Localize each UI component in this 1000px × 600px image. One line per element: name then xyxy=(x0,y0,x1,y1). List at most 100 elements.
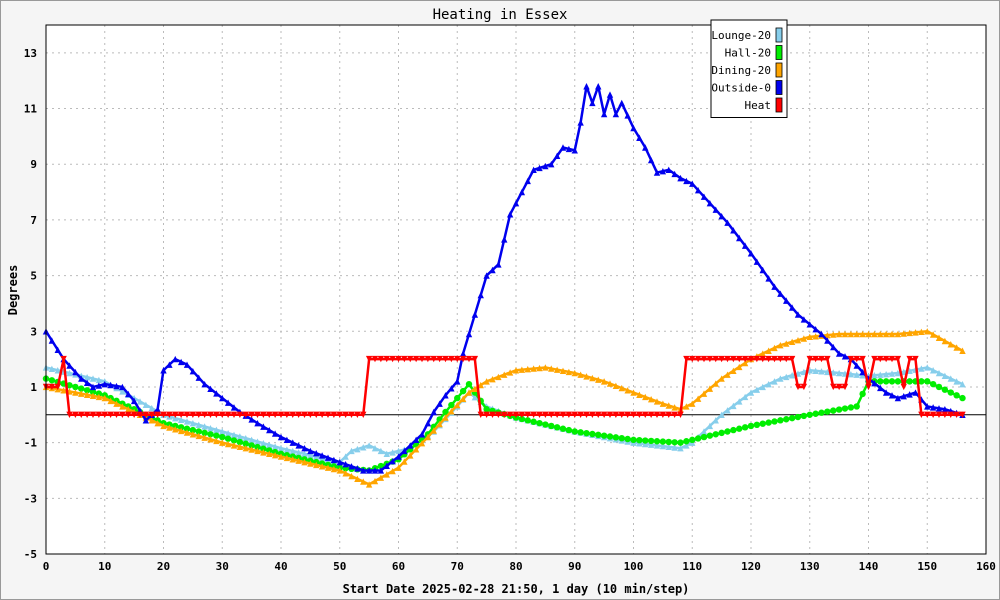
data-point xyxy=(959,394,966,402)
data-point xyxy=(113,400,120,407)
data-point xyxy=(154,419,161,427)
data-point xyxy=(195,421,202,429)
data-point xyxy=(882,378,890,385)
data-point xyxy=(501,371,508,378)
data-point xyxy=(483,378,490,385)
data-point xyxy=(342,470,349,477)
data-point xyxy=(313,450,320,457)
data-point xyxy=(271,411,279,418)
data-point xyxy=(612,411,620,418)
data-point xyxy=(530,418,537,425)
data-point xyxy=(724,407,731,414)
data-point xyxy=(847,330,855,338)
data-point xyxy=(859,368,866,376)
legend-swatch xyxy=(775,27,783,43)
data-point xyxy=(459,395,467,402)
data-point xyxy=(788,372,796,379)
data-point xyxy=(442,408,449,416)
x-tick-label: 90 xyxy=(568,560,581,573)
data-point xyxy=(730,355,737,363)
data-point xyxy=(213,390,220,397)
data-point xyxy=(818,368,825,375)
data-point xyxy=(330,411,338,418)
data-point xyxy=(177,411,185,418)
data-point xyxy=(336,411,343,418)
data-point xyxy=(835,369,843,377)
series-heat xyxy=(42,355,966,418)
series-outside-0 xyxy=(42,83,966,474)
data-point xyxy=(113,411,120,418)
data-point xyxy=(136,398,144,405)
data-point xyxy=(553,424,561,431)
data-point xyxy=(577,429,584,436)
data-point xyxy=(947,411,954,418)
data-point xyxy=(289,456,296,463)
data-point xyxy=(371,477,379,485)
data-point xyxy=(871,380,878,387)
data-point xyxy=(718,375,725,382)
data-point xyxy=(336,458,343,466)
data-point xyxy=(589,411,596,418)
y-tick-label: 5 xyxy=(30,270,37,283)
x-tick-label: 160 xyxy=(976,560,996,573)
data-point xyxy=(54,367,61,374)
data-point xyxy=(771,418,778,425)
data-point xyxy=(835,330,843,338)
data-point xyxy=(448,355,455,363)
data-point xyxy=(506,211,514,218)
data-point xyxy=(283,454,291,462)
data-point xyxy=(389,355,396,363)
data-point xyxy=(959,380,966,388)
x-tick-label: 110 xyxy=(682,560,702,573)
data-point xyxy=(694,395,702,402)
data-point xyxy=(806,333,813,341)
data-point xyxy=(512,411,520,418)
data-point xyxy=(101,380,108,388)
data-point xyxy=(266,447,273,454)
data-point xyxy=(706,199,714,207)
data-point xyxy=(195,374,202,381)
data-point xyxy=(189,367,197,375)
data-point xyxy=(830,383,837,391)
data-point xyxy=(518,188,526,196)
data-point xyxy=(377,467,385,474)
data-point xyxy=(865,330,872,338)
data-point xyxy=(530,166,537,173)
data-point xyxy=(424,433,432,441)
data-point xyxy=(83,411,91,418)
y-tick-label: -1 xyxy=(24,437,38,450)
data-point xyxy=(542,421,549,428)
data-point xyxy=(301,450,308,457)
data-point xyxy=(377,474,385,481)
data-point xyxy=(935,369,943,377)
data-point xyxy=(248,442,255,449)
data-point xyxy=(524,177,531,185)
data-point xyxy=(154,411,161,418)
data-point xyxy=(254,411,261,418)
data-point xyxy=(295,449,302,456)
data-point xyxy=(418,439,426,447)
data-point xyxy=(407,442,414,449)
data-point xyxy=(706,432,714,439)
data-point xyxy=(953,378,960,385)
legend-label: Outside-0 xyxy=(711,82,771,95)
data-point xyxy=(72,389,79,396)
data-point xyxy=(530,365,537,372)
data-point xyxy=(636,411,643,418)
data-point xyxy=(771,283,778,290)
data-point xyxy=(295,411,302,418)
legend-label: Heat xyxy=(745,99,772,112)
data-point xyxy=(360,467,367,474)
data-point xyxy=(653,438,661,445)
x-tick-label: 80 xyxy=(509,560,522,573)
data-point xyxy=(788,304,796,311)
data-point xyxy=(266,441,273,449)
data-point xyxy=(207,431,214,438)
data-point xyxy=(201,411,208,418)
data-point xyxy=(853,362,860,369)
data-point xyxy=(741,242,749,249)
data-point xyxy=(248,416,255,423)
y-tick-label: -5 xyxy=(24,548,37,561)
data-point xyxy=(618,99,625,107)
data-point xyxy=(66,411,73,418)
